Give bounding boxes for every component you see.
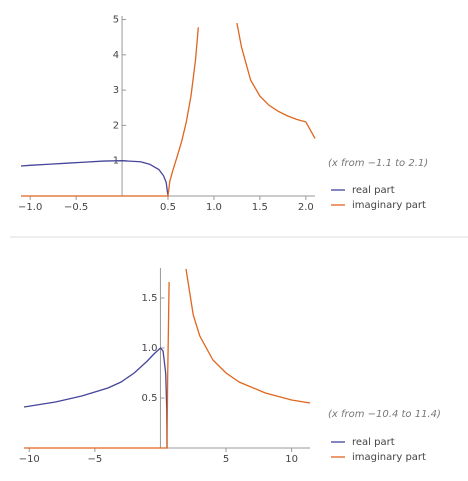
y-tick-label: 1.0 — [142, 343, 158, 354]
x-tick-label: 10 — [285, 454, 298, 465]
chart: −10 −5 5 10 0.5 1.0 1.5 real part imaginary part… — [19, 268, 441, 465]
range-note: (x from −10.4 to 11.4) — [328, 409, 441, 420]
y-tick-label: 2 — [113, 120, 119, 131]
legend-label: real part — [352, 437, 395, 448]
y-tick-label: 1.5 — [142, 293, 158, 304]
x-tick-label: 1.5 — [252, 202, 268, 213]
x-tick-label: −10 — [19, 454, 40, 465]
x-tick-label: 5 — [223, 454, 229, 465]
x-tick-label: −1.0 — [18, 202, 42, 213]
x-tick-label: −5 — [87, 454, 102, 465]
x-tick-label: 2.0 — [298, 202, 314, 213]
data-line — [20, 160, 169, 197]
range-note: (x from −1.1 to 2.1) — [328, 158, 428, 169]
x-tick-label: 0.5 — [160, 202, 176, 213]
legend-label: imaginary part — [352, 452, 426, 463]
legend-label: imaginary part — [352, 200, 426, 211]
y-tick-label: 4 — [113, 50, 119, 61]
x-tick-label: 1.0 — [206, 202, 222, 213]
y-tick-label: 0.5 — [142, 393, 158, 404]
data-line — [21, 22, 316, 197]
y-tick-label: 5 — [113, 15, 119, 26]
data-line — [24, 268, 311, 449]
y-tick-label: 3 — [113, 85, 119, 96]
x-tick-label: −0.5 — [64, 202, 88, 213]
data-line — [23, 347, 168, 449]
legend-label: real part — [352, 185, 395, 196]
